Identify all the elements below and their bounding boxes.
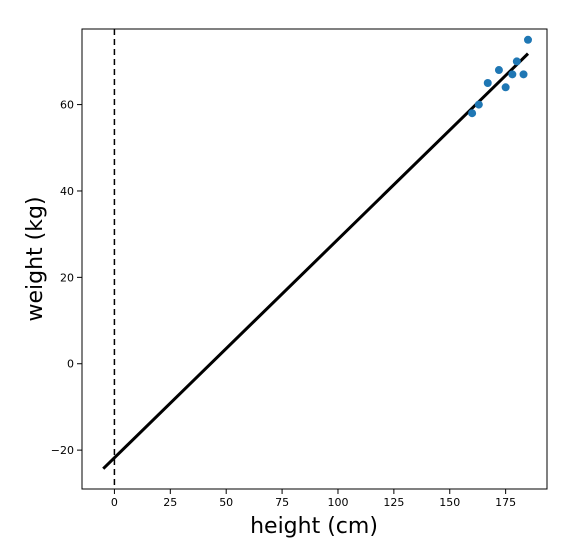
x-axis-label: height (cm) bbox=[250, 514, 378, 539]
x-axis-ticks: 0 25 50 75 100 125 150 175 bbox=[111, 489, 516, 509]
y-axis-label: weight (kg) bbox=[23, 196, 48, 321]
scatter-point bbox=[523, 35, 532, 44]
scatter-point bbox=[501, 83, 510, 92]
fit-line bbox=[102, 52, 530, 470]
scatter-point bbox=[494, 66, 503, 75]
x-tick-label: 0 bbox=[111, 496, 118, 509]
x-tick-label: 75 bbox=[275, 496, 289, 509]
scatter-point bbox=[468, 109, 477, 118]
x-tick-label: 175 bbox=[495, 496, 516, 509]
x-tick-label: 25 bbox=[163, 496, 177, 509]
scatter-point bbox=[508, 70, 517, 79]
y-tick-label: 0 bbox=[67, 358, 74, 371]
x-tick-label: 150 bbox=[439, 496, 460, 509]
y-axis-ticks: −20 0 20 40 60 bbox=[51, 99, 82, 457]
plot-frame bbox=[81, 28, 548, 490]
y-tick-label: 40 bbox=[60, 185, 74, 198]
scatter-point bbox=[474, 100, 483, 109]
scatter-point bbox=[483, 78, 492, 87]
x-tick-label: 50 bbox=[219, 496, 233, 509]
plot-marks bbox=[102, 29, 532, 489]
x-tick-label: 100 bbox=[327, 496, 348, 509]
y-tick-label: 20 bbox=[60, 271, 74, 284]
scatter-point bbox=[512, 57, 521, 66]
y-tick-label: −20 bbox=[51, 444, 74, 457]
scatter-point bbox=[519, 70, 528, 79]
y-tick-label: 60 bbox=[60, 99, 74, 112]
x-tick-label: 125 bbox=[383, 496, 404, 509]
